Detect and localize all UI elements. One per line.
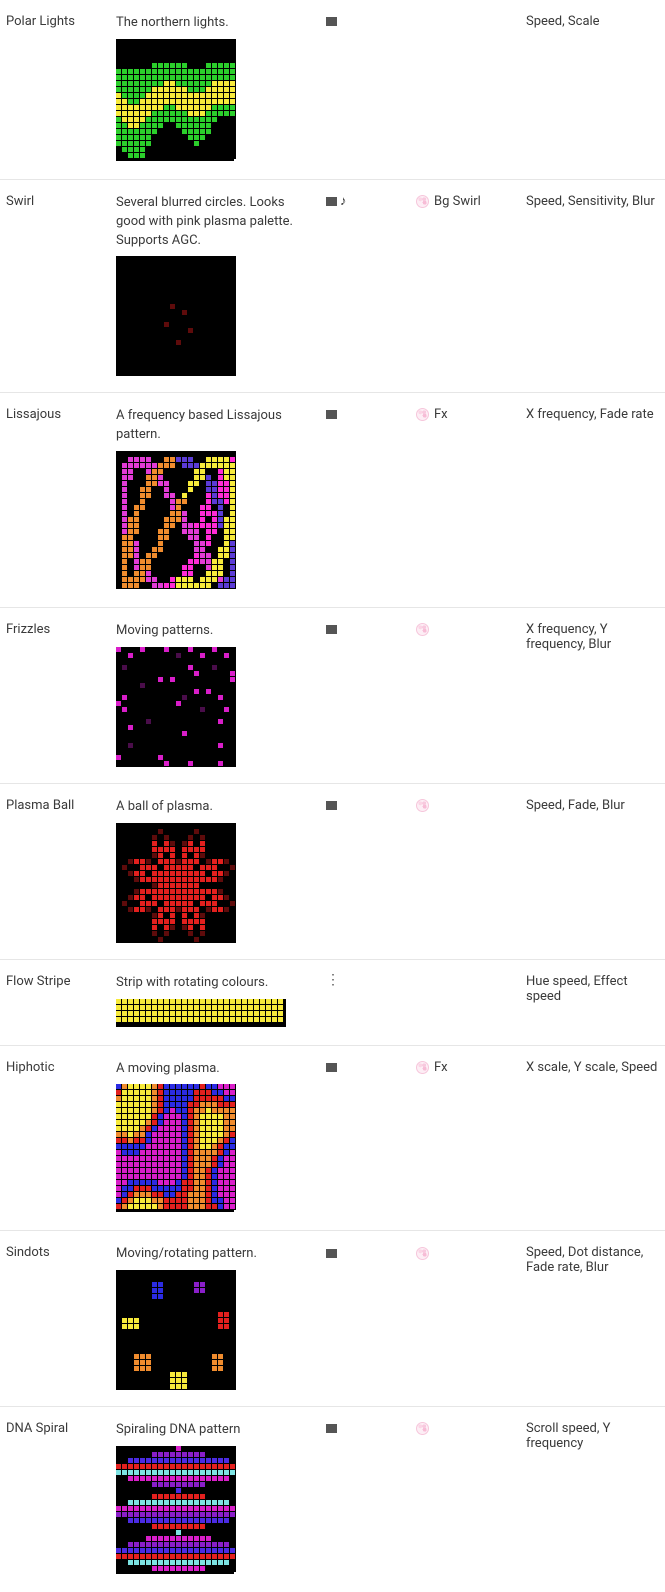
grid-icon <box>326 801 337 810</box>
grid-icon <box>326 625 337 634</box>
effect-thumbnail <box>116 39 234 161</box>
effect-flags <box>320 179 410 393</box>
effect-thumbnail <box>116 256 234 374</box>
effect-tag: Bg Swirl <box>410 179 520 393</box>
palette-icon <box>416 799 429 812</box>
effect-flags <box>320 0 410 179</box>
effect-tag <box>410 1407 520 1592</box>
effect-name: Lissajous <box>0 393 110 608</box>
effect-name: Hiphotic <box>0 1045 110 1231</box>
effect-name: Polar Lights <box>0 0 110 179</box>
effect-description: Moving patterns. <box>116 622 314 641</box>
effect-description-cell: A frequency based Lissajous pattern. <box>110 393 320 608</box>
effect-controls: Speed, Sensitivity, Blur <box>520 179 665 393</box>
table-row: Hiphotic A moving plasma. Fx X scale, Y sca… <box>0 1045 665 1231</box>
effect-thumbnail <box>116 1084 234 1212</box>
effect-controls: X scale, Y scale, Speed <box>520 1045 665 1231</box>
effect-flags <box>320 783 410 959</box>
palette-icon <box>416 623 429 636</box>
effect-controls: Speed, Dot distance, Fade rate, Blur <box>520 1231 665 1407</box>
effect-flags <box>320 1231 410 1407</box>
effect-flags <box>320 393 410 608</box>
effect-tag <box>410 1231 520 1407</box>
vertical-dots-icon <box>326 974 330 988</box>
palette-icon <box>416 408 429 421</box>
grid-icon <box>326 197 337 206</box>
grid-icon <box>326 1424 337 1433</box>
table-row: DNA Spiral Spiraling DNA pattern Scroll sp… <box>0 1407 665 1592</box>
effect-tag <box>410 959 520 1045</box>
palette-icon <box>416 1422 429 1435</box>
effect-description: The northern lights. <box>116 14 314 33</box>
effect-tag: Fx <box>410 393 520 608</box>
effect-thumbnail <box>116 999 286 1027</box>
effect-description: A ball of plasma. <box>116 798 314 817</box>
table-row: Sindots Moving/rotating pattern. Speed, Do… <box>0 1231 665 1407</box>
effect-description: A frequency based Lissajous pattern. <box>116 407 314 445</box>
table-row: Polar Lights The northern lights. Speed, S… <box>0 0 665 179</box>
table-row: Frizzles Moving patterns. X frequency, Y f… <box>0 608 665 784</box>
effect-controls: Hue speed, Effect speed <box>520 959 665 1045</box>
effect-flags <box>320 608 410 784</box>
effect-name: Frizzles <box>0 608 110 784</box>
table-row: SwirlSeveral blurred circles. Looks good… <box>0 179 665 393</box>
effect-flags <box>320 959 410 1045</box>
effect-controls: Speed, Scale <box>520 0 665 179</box>
effect-description-cell: A moving plasma. <box>110 1045 320 1231</box>
music-note-icon <box>340 194 354 208</box>
effect-description-cell: Several blurred circles. Looks good with… <box>110 179 320 393</box>
effect-tag-text: Bg Swirl <box>434 194 481 209</box>
table-row: Flow Stripe Strip with rotating colours. H… <box>0 959 665 1045</box>
effect-tag: Fx <box>410 1045 520 1231</box>
palette-icon <box>416 1061 429 1074</box>
effect-controls: Speed, Fade, Blur <box>520 783 665 959</box>
effect-description-cell: Strip with rotating colours. <box>110 959 320 1045</box>
effect-description: Several blurred circles. Looks good with… <box>116 194 314 251</box>
effect-tag <box>410 783 520 959</box>
effects-table: Polar Lights The northern lights. Speed, S… <box>0 0 665 1592</box>
effect-description-cell: Moving/rotating pattern. <box>110 1231 320 1407</box>
effect-flags <box>320 1045 410 1231</box>
effect-description: Moving/rotating pattern. <box>116 1245 314 1264</box>
table-row: LissajousA frequency based Lissajous pat… <box>0 393 665 608</box>
effect-tag-text: Fx <box>434 1060 448 1075</box>
effect-description: Strip with rotating colours. <box>116 974 314 993</box>
effect-controls: X frequency, Y frequency, Blur <box>520 608 665 784</box>
effect-tag-text: Fx <box>434 407 448 422</box>
effect-description-cell: Moving patterns. <box>110 608 320 784</box>
effect-thumbnail <box>116 823 234 941</box>
effect-description-cell: A ball of plasma. <box>110 783 320 959</box>
table-row: Plasma Ball A ball of plasma. Speed, Fade,… <box>0 783 665 959</box>
effect-name: Plasma Ball <box>0 783 110 959</box>
effect-thumbnail <box>116 1446 234 1574</box>
palette-icon <box>416 1247 429 1260</box>
effect-name: Flow Stripe <box>0 959 110 1045</box>
effect-description-cell: Spiraling DNA pattern <box>110 1407 320 1592</box>
effect-tag <box>410 608 520 784</box>
effect-thumbnail <box>116 1270 234 1388</box>
effect-name: Swirl <box>0 179 110 393</box>
grid-icon <box>326 17 337 26</box>
palette-icon <box>416 195 429 208</box>
effect-flags <box>320 1407 410 1592</box>
grid-icon <box>326 1063 337 1072</box>
effect-controls: Scroll speed, Y frequency <box>520 1407 665 1592</box>
effect-controls: X frequency, Fade rate <box>520 393 665 608</box>
effect-thumbnail <box>116 451 234 589</box>
effect-name: DNA Spiral <box>0 1407 110 1592</box>
grid-icon <box>326 410 337 419</box>
effect-tag <box>410 0 520 179</box>
effect-description: A moving plasma. <box>116 1060 314 1079</box>
effect-thumbnail <box>116 647 234 765</box>
effect-name: Sindots <box>0 1231 110 1407</box>
effect-description: Spiraling DNA pattern <box>116 1421 314 1440</box>
effect-description-cell: The northern lights. <box>110 0 320 179</box>
grid-icon <box>326 1249 337 1258</box>
